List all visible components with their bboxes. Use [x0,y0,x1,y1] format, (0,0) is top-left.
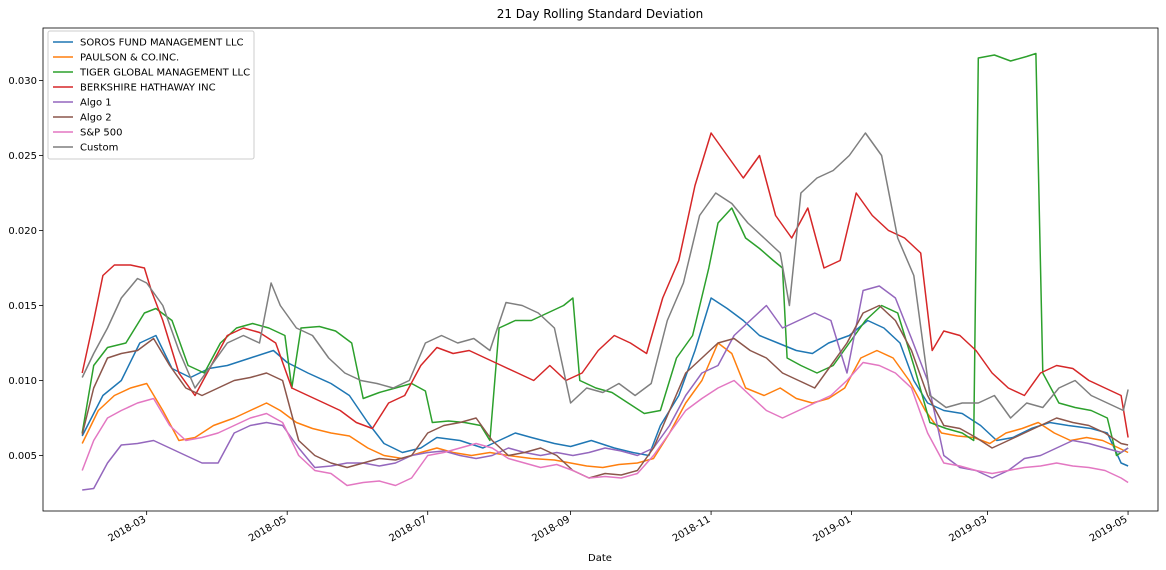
chart-title: 21 Day Rolling Standard Deviation [497,7,704,21]
y-tick-label: 0.005 [8,451,37,462]
legend-entry-5: Algo 2 [80,113,112,124]
axes-frame [42,27,1159,512]
legend-entry-4: Algo 1 [80,98,112,109]
series-line-6 [81,361,1129,487]
x-axis-label: Date [588,553,612,564]
y-tick-label: 0.010 [8,376,37,387]
legend-entry-0: SOROS FUND MANAGEMENT LLC [80,38,244,49]
y-tick-label: 0.015 [8,301,37,312]
y-tick-label: 0.025 [8,151,37,162]
legend-entry-6: S&P 500 [80,128,122,139]
series-layer [81,52,1129,491]
legend-entry-1: PAULSON & CO.INC. [80,53,179,64]
series-line-5 [81,304,1129,479]
series-line-7 [81,132,1129,419]
y-axis: 0.005 0.010 0.015 0.020 0.025 0.030 [8,76,43,462]
y-tick-label: 0.030 [8,76,37,87]
series-line-1 [81,342,1129,469]
legend-entry-2: TIGER GLOBAL MANAGEMENT LLC [79,68,250,79]
series-line-2 [81,52,1129,457]
y-tick-label: 0.020 [8,226,37,237]
series-line-3 [81,132,1129,438]
legend-entry-7: Custom [80,143,118,154]
series-line-4 [82,285,1129,491]
legend: SOROS FUND MANAGEMENT LLC PAULSON & CO.IN… [47,30,255,160]
legend-frame [47,30,255,160]
legend-entry-3: BERKSHIRE HATHAWAY INC [80,83,216,94]
